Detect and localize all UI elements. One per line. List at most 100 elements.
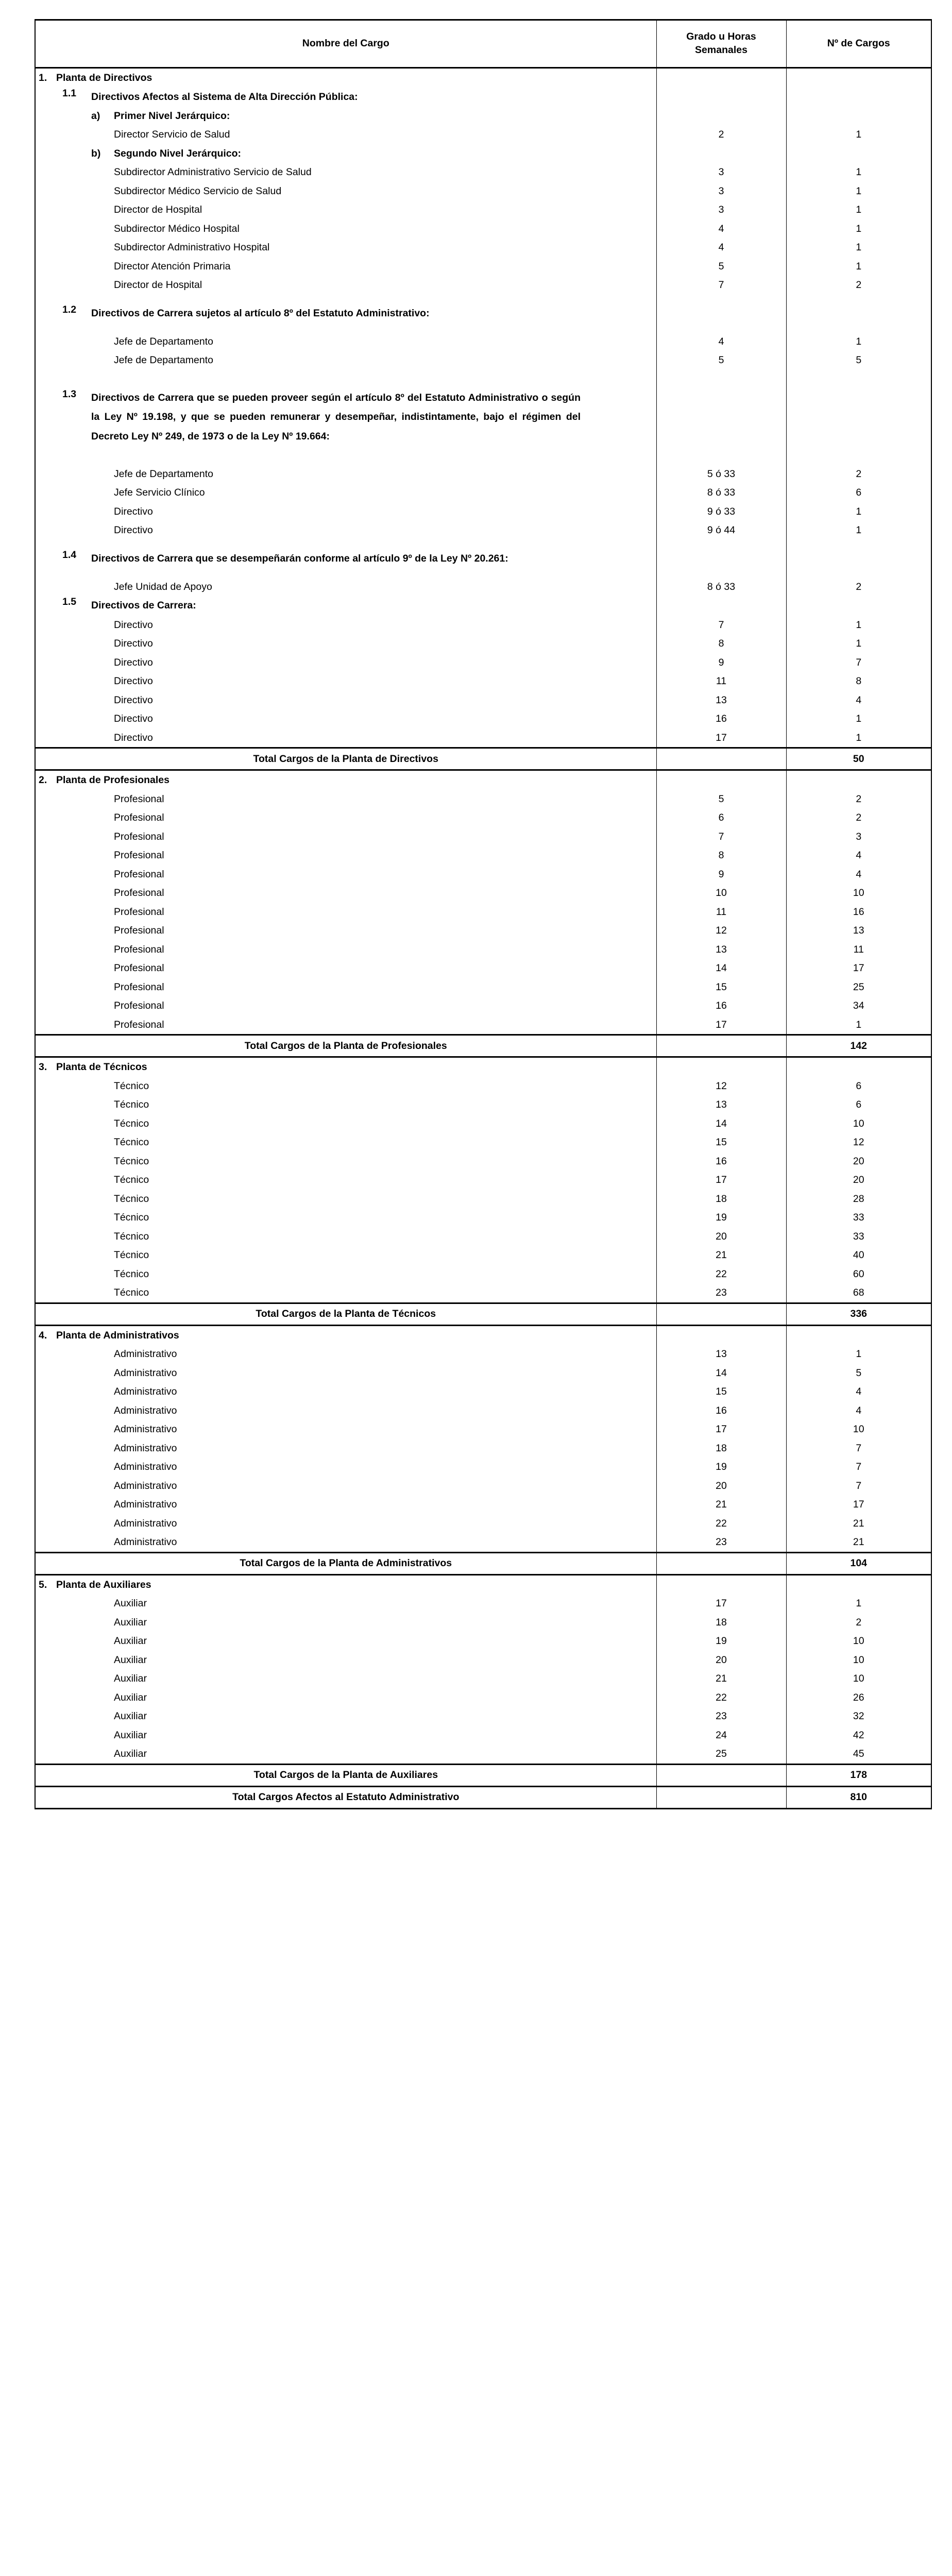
heading-text: Directivos de Carrera que se desempeñará… bbox=[91, 552, 508, 564]
section-total-row: Total Cargos de la Planta de Técnicos 336 bbox=[35, 1302, 931, 1326]
cargo-name: Auxiliar bbox=[114, 1729, 147, 1741]
table-row: Auxiliar 22 26 bbox=[35, 1688, 931, 1707]
grade-cell: 10 bbox=[656, 884, 787, 903]
cargo-name: Auxiliar bbox=[114, 1635, 147, 1647]
cargo-name-cell: Auxiliar bbox=[35, 1650, 657, 1670]
planta-cargos-table: Nombre del Cargo Grado u Horas Semanales… bbox=[35, 19, 932, 1809]
cargo-name: Técnico bbox=[114, 1249, 149, 1261]
count-cell: 68 bbox=[786, 1283, 931, 1303]
table-row: Subdirector Médico Hospital 4 1 bbox=[35, 219, 931, 239]
cargo-name-cell: 1.3 Directivos de Carrera que se pueden p… bbox=[35, 369, 657, 465]
count-cell: 34 bbox=[786, 996, 931, 1015]
table-row: Directivo 9 ó 33 1 bbox=[35, 502, 931, 521]
table-row: Subdirector Administrativo Hospital 4 1 bbox=[35, 238, 931, 257]
table-row: Administrativo 17 10 bbox=[35, 1420, 931, 1439]
grade-cell: 16 bbox=[656, 709, 787, 728]
grade-cell: 14 bbox=[656, 1114, 787, 1133]
cargo-name: Director de Hospital bbox=[114, 204, 202, 216]
grade-cell: 2 bbox=[656, 125, 787, 144]
cargo-name-cell: Técnico bbox=[35, 1189, 657, 1209]
cargo-name-cell: Administrativo bbox=[35, 1382, 657, 1401]
count-cell: 4 bbox=[786, 865, 931, 884]
count-cell: 1 bbox=[786, 181, 931, 201]
count-cell: 33 bbox=[786, 1227, 931, 1246]
count-cell: 1 bbox=[786, 615, 931, 635]
cargo-name: Técnico bbox=[114, 1212, 149, 1224]
count-cell bbox=[786, 1574, 931, 1595]
table-row: Auxiliar 19 10 bbox=[35, 1632, 931, 1651]
cargo-name: Director Atención Primaria bbox=[114, 260, 231, 272]
cargo-name-cell: Director Atención Primaria bbox=[35, 257, 657, 276]
cargo-name-cell: Técnico bbox=[35, 1133, 657, 1152]
section-heading-row: 2. Planta de Profesionales bbox=[35, 770, 931, 790]
cargo-name-cell: Directivo bbox=[35, 502, 657, 521]
cargo-name-cell: Jefe de Departamento bbox=[35, 351, 657, 370]
column-header-grade-line1: Grado u Horas bbox=[686, 31, 756, 43]
cargo-name-cell: Directivo bbox=[35, 709, 657, 728]
table-row: Directivo 7 1 bbox=[35, 615, 931, 635]
heading-text: Directivos de Carrera sujetos al artícul… bbox=[91, 307, 430, 319]
count-cell: 2 bbox=[786, 577, 931, 597]
cargo-name: Auxiliar bbox=[114, 1598, 147, 1609]
grade-cell: 5 bbox=[656, 789, 787, 809]
count-cell: 1 bbox=[786, 1594, 931, 1613]
heading-number: b) bbox=[91, 147, 101, 159]
cargo-name-cell: Administrativo bbox=[35, 1363, 657, 1383]
heading-number: 1. bbox=[39, 72, 47, 83]
cargo-name-cell: 1.5 Directivos de Carrera: bbox=[35, 596, 657, 616]
cargo-name: Administrativo bbox=[114, 1348, 177, 1360]
cargo-name: Técnico bbox=[114, 1174, 149, 1186]
total-label-cell: Total Cargos Afectos al Estatuto Adminis… bbox=[35, 1785, 657, 1809]
grade-cell: 24 bbox=[656, 1725, 787, 1745]
total-label-cell: Total Cargos de la Planta de Directivos bbox=[35, 747, 657, 771]
count-cell: 10 bbox=[786, 1114, 931, 1133]
grade-cell: 21 bbox=[656, 1495, 787, 1514]
cargo-name-cell: Subdirector Administrativo Hospital bbox=[35, 238, 657, 257]
count-cell: 26 bbox=[786, 1688, 931, 1707]
cargo-name: Profesional bbox=[114, 906, 164, 918]
count-cell: 25 bbox=[786, 977, 931, 997]
section-heading-row: 1.2 Directivos de Carrera sujetos al artí… bbox=[35, 294, 931, 332]
table-row: Técnico 12 6 bbox=[35, 1076, 931, 1096]
table-row: Administrativo 15 4 bbox=[35, 1382, 931, 1401]
column-header-name: Nombre del Cargo bbox=[35, 20, 657, 69]
grade-cell: 17 bbox=[656, 1171, 787, 1190]
count-cell: 11 bbox=[786, 940, 931, 959]
grade-cell: 9 bbox=[656, 865, 787, 884]
table-row: Profesional 9 4 bbox=[35, 865, 931, 884]
cargo-name-cell: Directivo bbox=[35, 728, 657, 748]
cargo-name-cell: Auxiliar bbox=[35, 1669, 657, 1688]
section-heading-row: 1.3 Directivos de Carrera que se pueden p… bbox=[35, 369, 931, 465]
table-row: Director Atención Primaria 5 1 bbox=[35, 257, 931, 276]
heading-text: Directivos de Carrera que se pueden prov… bbox=[91, 392, 581, 442]
count-cell: 12 bbox=[786, 1133, 931, 1152]
planta-table-sheet: Nombre del Cargo Grado u Horas Semanales… bbox=[35, 19, 932, 1809]
cargo-name: Administrativo bbox=[114, 1367, 177, 1379]
grade-cell: 17 bbox=[656, 1594, 787, 1613]
cargo-name: Auxiliar bbox=[114, 1748, 147, 1760]
count-cell: 6 bbox=[786, 1076, 931, 1096]
cargo-name: Administrativo bbox=[114, 1461, 177, 1473]
heading-number: 3. bbox=[39, 1061, 47, 1073]
total-count-cell: 142 bbox=[786, 1034, 931, 1058]
grade-cell bbox=[656, 1574, 787, 1595]
grade-cell: 3 bbox=[656, 181, 787, 201]
count-cell: 2 bbox=[786, 789, 931, 809]
table-row: Auxiliar 17 1 bbox=[35, 1594, 931, 1613]
table-header: Nombre del Cargo Grado u Horas Semanales… bbox=[35, 20, 931, 69]
cargo-name: Profesional bbox=[114, 1000, 164, 1012]
cargo-name-cell: Auxiliar bbox=[35, 1594, 657, 1613]
grade-cell: 14 bbox=[656, 1363, 787, 1383]
table-row: Jefe Servicio Clínico 8 ó 33 6 bbox=[35, 483, 931, 502]
count-cell: 1 bbox=[786, 125, 931, 144]
count-cell: 1 bbox=[786, 163, 931, 182]
count-cell: 33 bbox=[786, 1208, 931, 1227]
cargo-name-cell: Técnico bbox=[35, 1264, 657, 1284]
grade-cell: 19 bbox=[656, 1632, 787, 1651]
cargo-name: Profesional bbox=[114, 1019, 164, 1030]
cargo-name: Jefe de Departamento bbox=[114, 354, 213, 366]
grade-cell: 3 bbox=[656, 200, 787, 219]
cargo-name: Subdirector Médico Servicio de Salud bbox=[114, 185, 282, 197]
grade-cell: 18 bbox=[656, 1189, 787, 1209]
cargo-name: Administrativo bbox=[114, 1404, 177, 1416]
